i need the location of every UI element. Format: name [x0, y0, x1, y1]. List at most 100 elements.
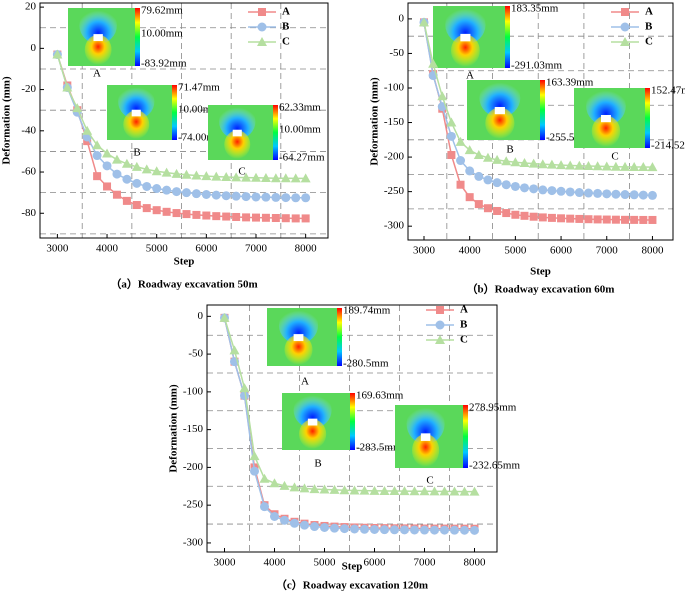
marker: [269, 478, 280, 488]
x-tick-label: 5000: [504, 245, 527, 257]
y-tick-label: -20: [21, 83, 36, 95]
marker: [429, 486, 440, 496]
marker: [310, 522, 319, 532]
marker: [92, 151, 102, 161]
inset-roadway: [293, 334, 304, 342]
marker: [629, 161, 640, 171]
legend-marker: [620, 22, 630, 32]
legend-marker: [621, 8, 629, 16]
inset-label: B: [506, 144, 513, 156]
marker: [241, 192, 251, 202]
marker: [593, 188, 603, 198]
inset-colorbar: [350, 393, 355, 450]
marker: [102, 161, 112, 171]
marker: [291, 214, 300, 223]
y-tick-label: -100: [384, 82, 405, 94]
inset-min-label: -214.52mm: [651, 140, 685, 152]
inset-max-label: 189.74mm: [343, 305, 391, 317]
marker: [122, 196, 131, 205]
inset-label: B: [314, 458, 321, 470]
marker: [103, 182, 112, 191]
marker: [647, 190, 657, 200]
inset-max-label: 62.33mm: [279, 102, 321, 114]
legend-label: B: [645, 21, 653, 33]
plot-frame: [407, 2, 674, 241]
legend-marker: [435, 335, 445, 344]
x-tick-label: 8000: [641, 245, 664, 257]
marker: [242, 213, 251, 222]
y-tick-label: -200: [384, 151, 405, 163]
marker: [583, 188, 593, 198]
x-tick-label: 4000: [264, 557, 287, 569]
marker: [301, 193, 311, 203]
marker: [221, 191, 231, 201]
inset-max-label: 163.39mm: [546, 77, 594, 89]
marker: [211, 190, 221, 200]
marker: [430, 525, 439, 535]
marker: [529, 212, 538, 221]
marker: [151, 166, 162, 176]
marker: [301, 214, 310, 223]
marker: [418, 17, 429, 27]
marker: [566, 214, 575, 223]
plot-frame: [206, 304, 498, 553]
marker: [470, 525, 479, 535]
inset-tension: [118, 83, 155, 120]
x-tick-label: 6000: [550, 245, 573, 257]
marker: [456, 156, 466, 166]
y-tick-label: -150: [183, 423, 204, 435]
inset-compression: [224, 130, 251, 159]
marker: [192, 210, 201, 219]
inset-roadway: [131, 109, 141, 117]
y-tick-label: -40: [21, 124, 36, 136]
marker: [261, 192, 271, 202]
marker: [390, 525, 399, 535]
inset-roadway: [93, 34, 103, 42]
marker: [299, 483, 310, 493]
marker: [647, 162, 658, 172]
marker: [222, 212, 231, 221]
legend-label: A: [460, 304, 468, 316]
marker: [583, 160, 594, 170]
marker: [259, 473, 270, 483]
marker: [547, 213, 556, 222]
marker: [557, 214, 566, 223]
x-tick-label: 7000: [414, 557, 437, 569]
inset-tension: [79, 6, 117, 44]
marker: [447, 151, 456, 160]
marker: [575, 214, 584, 223]
marker: [202, 211, 211, 220]
marker: [122, 174, 132, 184]
inset-label: C: [238, 166, 245, 178]
inset-colorbar: [172, 85, 177, 140]
marker: [289, 482, 300, 492]
marker: [648, 215, 657, 224]
marker: [464, 145, 475, 155]
marker: [492, 154, 503, 164]
marker: [574, 188, 584, 198]
marker: [492, 178, 502, 188]
y-tick-label: -300: [183, 536, 204, 548]
marker: [639, 215, 648, 224]
x-tick-label: 3000: [214, 557, 237, 569]
marker: [172, 187, 182, 197]
marker: [92, 140, 103, 150]
marker: [574, 160, 585, 170]
marker: [483, 175, 493, 185]
marker: [320, 522, 329, 532]
marker: [556, 160, 567, 170]
inset-colorbar: [273, 105, 278, 160]
inset-mid-label: 10.00mm: [279, 123, 321, 135]
marker: [592, 161, 603, 171]
x-tick-label: 5000: [146, 243, 169, 255]
marker: [440, 525, 449, 535]
marker: [520, 211, 529, 220]
marker: [260, 173, 271, 183]
x-tick-label: 6000: [364, 557, 387, 569]
marker: [400, 525, 409, 535]
marker: [290, 173, 301, 183]
marker: [82, 125, 93, 135]
marker: [219, 312, 230, 322]
marker: [428, 58, 439, 68]
marker: [211, 171, 222, 181]
